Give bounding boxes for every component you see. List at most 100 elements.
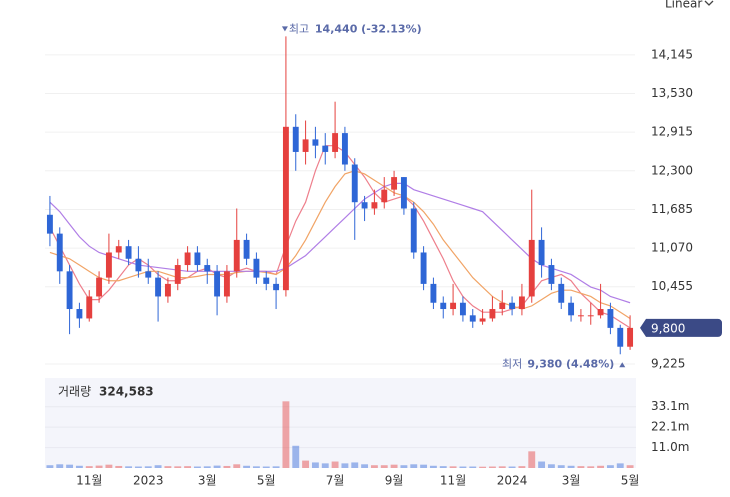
volume-bar [282,401,290,468]
candle-body [332,133,339,152]
candle-body [46,214,53,234]
candle-body [371,202,378,209]
candle-body [518,296,525,310]
x-tick-label: 9월 [385,474,404,488]
volume-bar [380,465,388,468]
volume-bar [479,466,487,468]
volume-bar [292,445,300,468]
candle-body [430,283,437,303]
y-tick-label: 10,455 [651,279,693,293]
y-tick-label: 14,145 [651,47,693,61]
candle-body [361,202,368,209]
candle-body [558,283,565,303]
high-text: 14,440 (-32.13%) [315,22,422,35]
candle-body [253,258,260,278]
candle-body [617,327,624,347]
candle-body [155,277,162,297]
candle-body [184,252,191,266]
volume-bar [193,466,201,468]
candle-body [420,252,427,284]
candle-body [56,233,63,272]
high-label: 최고 [289,22,309,35]
candle-body [391,177,398,190]
volume-bar [390,464,398,468]
volume-bar [439,466,447,468]
candle-body [459,302,466,316]
x-tick-label: 2023 [133,474,164,488]
volume-bar [429,465,437,468]
y-tick-label: 9,225 [651,357,685,371]
candle-body [538,239,545,266]
price-tag-label: 9,800 [651,321,685,335]
volume-bar [302,460,310,468]
candle-body [597,309,604,316]
volume-bar [498,466,506,468]
candle-body [282,126,289,291]
volume-bar [567,465,575,468]
candle-body [469,315,476,322]
candle-body [233,239,240,272]
volume-bar [341,463,349,468]
volume-bar [75,465,83,468]
candle-body [164,283,171,297]
volume-bar [351,462,359,468]
volume-bar [597,465,605,468]
x-tick-label: 11월 [440,474,466,488]
volume-bar [518,466,526,468]
high-marker [281,26,288,32]
volume-bar [46,465,54,468]
volume-bar [243,465,251,468]
candle-body [312,139,319,146]
volume-bar [262,466,270,468]
candle-body [450,302,457,310]
candle-body [341,133,348,165]
candle-body [440,302,447,310]
x-tick-label: 7월 [326,474,345,488]
x-tick-label: 11월 [76,474,102,488]
x-tick-label: 5월 [257,474,276,488]
candle-body [577,315,584,317]
low-text: 9,380 (4.48%) [527,357,614,370]
volume-title: 거래량 [58,385,91,399]
volume-bar [459,466,467,468]
scale-toggle[interactable]: Linear [665,0,702,11]
volume-bar [508,466,516,468]
moving-average [49,145,631,329]
low-label: 최저 [502,357,522,370]
volume-bar [587,466,595,468]
candle-body [105,252,112,278]
candle-body [479,318,486,322]
volume-bar [557,465,565,468]
volume-bar [488,466,496,468]
candle-body [243,239,250,259]
y-tick-label: 11,685 [651,202,693,216]
volume-bar [410,464,418,468]
candle-body [400,177,407,209]
volume-bar [95,465,103,468]
y-tick-label: 12,300 [651,163,693,177]
candle-body [607,309,614,328]
candle-body [499,302,506,310]
volume-tick-label: 33.1m [651,399,689,413]
volume-bar [311,462,319,468]
volume-bar [115,465,123,468]
candle-body [145,271,152,278]
candle-body [125,246,132,259]
volume-bar [203,466,211,468]
candle-body [302,139,309,152]
volume-current: 324,583 [99,385,154,399]
candle-body [568,302,575,316]
volume-bar [66,464,74,468]
volume-bar [56,464,64,468]
volume-bar [105,464,113,468]
candle-body [194,252,201,266]
volume-bar [616,463,624,468]
candle-body [174,265,181,284]
volume-bar [134,466,142,468]
volume-bar [213,465,221,468]
volume-bar [252,466,260,468]
volume-bar [528,451,536,468]
candle-body [96,277,103,297]
chevron[interactable] [704,0,714,6]
